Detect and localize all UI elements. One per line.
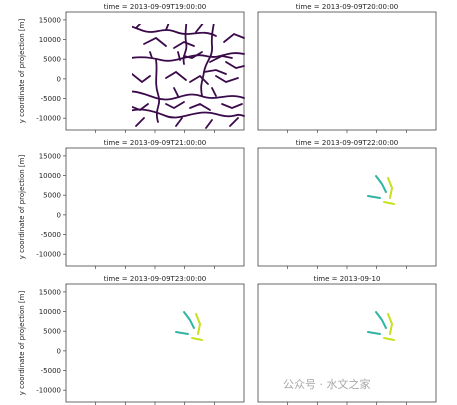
plot-area	[257, 147, 437, 267]
plot-area	[257, 283, 437, 403]
y-axis-label: y coordinate of projection [m]	[18, 291, 26, 396]
flood-highlight-2	[383, 177, 395, 205]
panel-title: time = 2013-09-09T21:00:00	[104, 139, 207, 147]
panel-title: time = 2013-09-09T22:00:00	[296, 139, 399, 147]
map-panel-1: time = 2013-09-09T19:00:00 15000 10000 5000…	[18, 3, 245, 133]
map-panel-5: time = 2013-09-09T23:00:00 15000 10000 5000…	[18, 275, 245, 405]
y-axis-label: y coordinate of projection [m]	[18, 155, 26, 260]
y-tick-label: 5000	[43, 328, 61, 336]
plot-area	[257, 11, 437, 131]
panel-title: time = 2013-09-09T23:00:00	[104, 275, 207, 283]
plot-area	[65, 283, 245, 403]
panel-title: time = 2013-09-10	[314, 275, 381, 283]
watermark: 公众号 · 水文之家	[283, 378, 371, 391]
y-tick-label: 5000	[43, 56, 61, 64]
panel-title: time = 2013-09-09T20:00:00	[296, 3, 399, 11]
map-panel-6: time = 2013-09-10	[257, 275, 437, 405]
y-axis-label: y coordinate of projection [m]	[18, 19, 26, 124]
y-tick-label: 10000	[39, 308, 61, 316]
y-tick-label: 0	[57, 211, 61, 219]
y-tick-label: 5000	[43, 192, 61, 200]
y-tick-label: 10000	[39, 36, 61, 44]
y-tick-label: -5000	[41, 231, 61, 239]
y-tick-label: -10000	[36, 115, 61, 123]
map-panel-2: time = 2013-09-09T20:00:00	[257, 3, 437, 133]
y-tick-label: -5000	[41, 95, 61, 103]
y-tick-label: -10000	[36, 251, 61, 259]
map-panel-3: time = 2013-09-09T21:00:00 15000 10000 5000…	[18, 139, 245, 269]
y-tick-label: -10000	[36, 387, 61, 395]
flood-highlight-1	[367, 311, 387, 335]
flood-highlight-2	[383, 313, 395, 341]
flood-highlight-2	[191, 313, 203, 341]
y-tick-label: 10000	[39, 172, 61, 180]
map-panel-4: time = 2013-09-09T22:00:00	[257, 139, 437, 269]
plot-area	[65, 147, 245, 267]
y-tick-label: 15000	[39, 152, 61, 160]
flood-highlight-1	[367, 175, 387, 199]
y-tick-label: 0	[57, 75, 61, 83]
y-tick-label: 15000	[39, 288, 61, 296]
y-tick-label: 15000	[39, 16, 61, 24]
flood-highlight-1	[175, 311, 195, 335]
y-tick-label: -5000	[41, 367, 61, 375]
panel-title: time = 2013-09-09T19:00:00	[104, 3, 207, 11]
y-tick-label: 0	[57, 347, 61, 355]
